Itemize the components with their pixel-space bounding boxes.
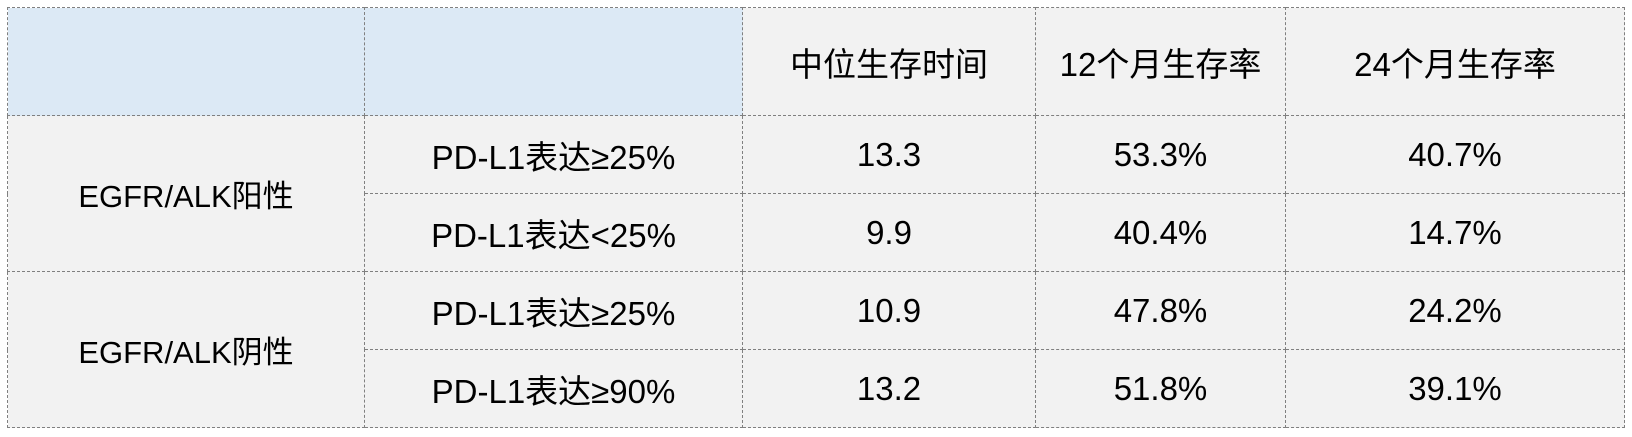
cell-24-month-survival: 24.2% — [1285, 271, 1625, 350]
cell-24-month-survival: 40.7% — [1285, 115, 1625, 194]
subgroup-label: PD-L1表达≥90% — [364, 349, 743, 428]
subgroup-label: PD-L1表达<25% — [364, 193, 743, 272]
cell-median-survival: 10.9 — [742, 271, 1036, 350]
subgroup-label: PD-L1表达≥25% — [364, 271, 743, 350]
table-row: EGFR/ALK阴性 PD-L1表达≥25% 10.9 47.8% 24.2% — [7, 271, 1625, 428]
table-row: PD-L1表达≥90% 13.2 51.8% 39.1% — [8, 349, 1625, 428]
cell-12-month-survival: 47.8% — [1035, 271, 1286, 350]
table-row: EGFR/ALK阳性 PD-L1表达≥25% 13.3 53.3% 40.7% — [7, 115, 1625, 272]
table-header: 中位生存时间 12个月生存率 24个月生存率 — [7, 7, 1625, 116]
header-row: 中位生存时间 12个月生存率 24个月生存率 — [7, 7, 1625, 116]
survival-table-container: 中位生存时间 12个月生存率 24个月生存率 EGFR/ALK阳性 PD-L1表… — [7, 7, 1625, 428]
cell-median-survival: 9.9 — [742, 193, 1036, 272]
header-cell-subgroup — [364, 7, 743, 116]
cell-24-month-survival: 14.7% — [1285, 193, 1625, 272]
cell-median-survival: 13.3 — [742, 115, 1036, 194]
cell-24-month-survival: 39.1% — [1285, 349, 1625, 428]
table-row: PD-L1表达<25% 9.9 40.4% 14.7% — [8, 193, 1625, 272]
group-label-egfr-alk-positive: EGFR/ALK阳性 — [7, 115, 365, 272]
cell-12-month-survival: 51.8% — [1035, 349, 1286, 428]
header-cell-group — [7, 7, 365, 116]
header-cell-median-survival: 中位生存时间 — [742, 7, 1036, 116]
header-cell-24-month-survival: 24个月生存率 — [1285, 7, 1625, 116]
survival-outcomes-table: 中位生存时间 12个月生存率 24个月生存率 EGFR/ALK阳性 PD-L1表… — [7, 7, 1625, 428]
table-body: EGFR/ALK阳性 PD-L1表达≥25% 13.3 53.3% 40.7% … — [7, 115, 1625, 428]
cell-median-survival: 13.2 — [742, 349, 1036, 428]
cell-12-month-survival: 40.4% — [1035, 193, 1286, 272]
subgroup-label: PD-L1表达≥25% — [364, 115, 743, 194]
cell-12-month-survival: 53.3% — [1035, 115, 1286, 194]
header-cell-12-month-survival: 12个月生存率 — [1035, 7, 1286, 116]
group-label-egfr-alk-negative: EGFR/ALK阴性 — [7, 271, 365, 428]
